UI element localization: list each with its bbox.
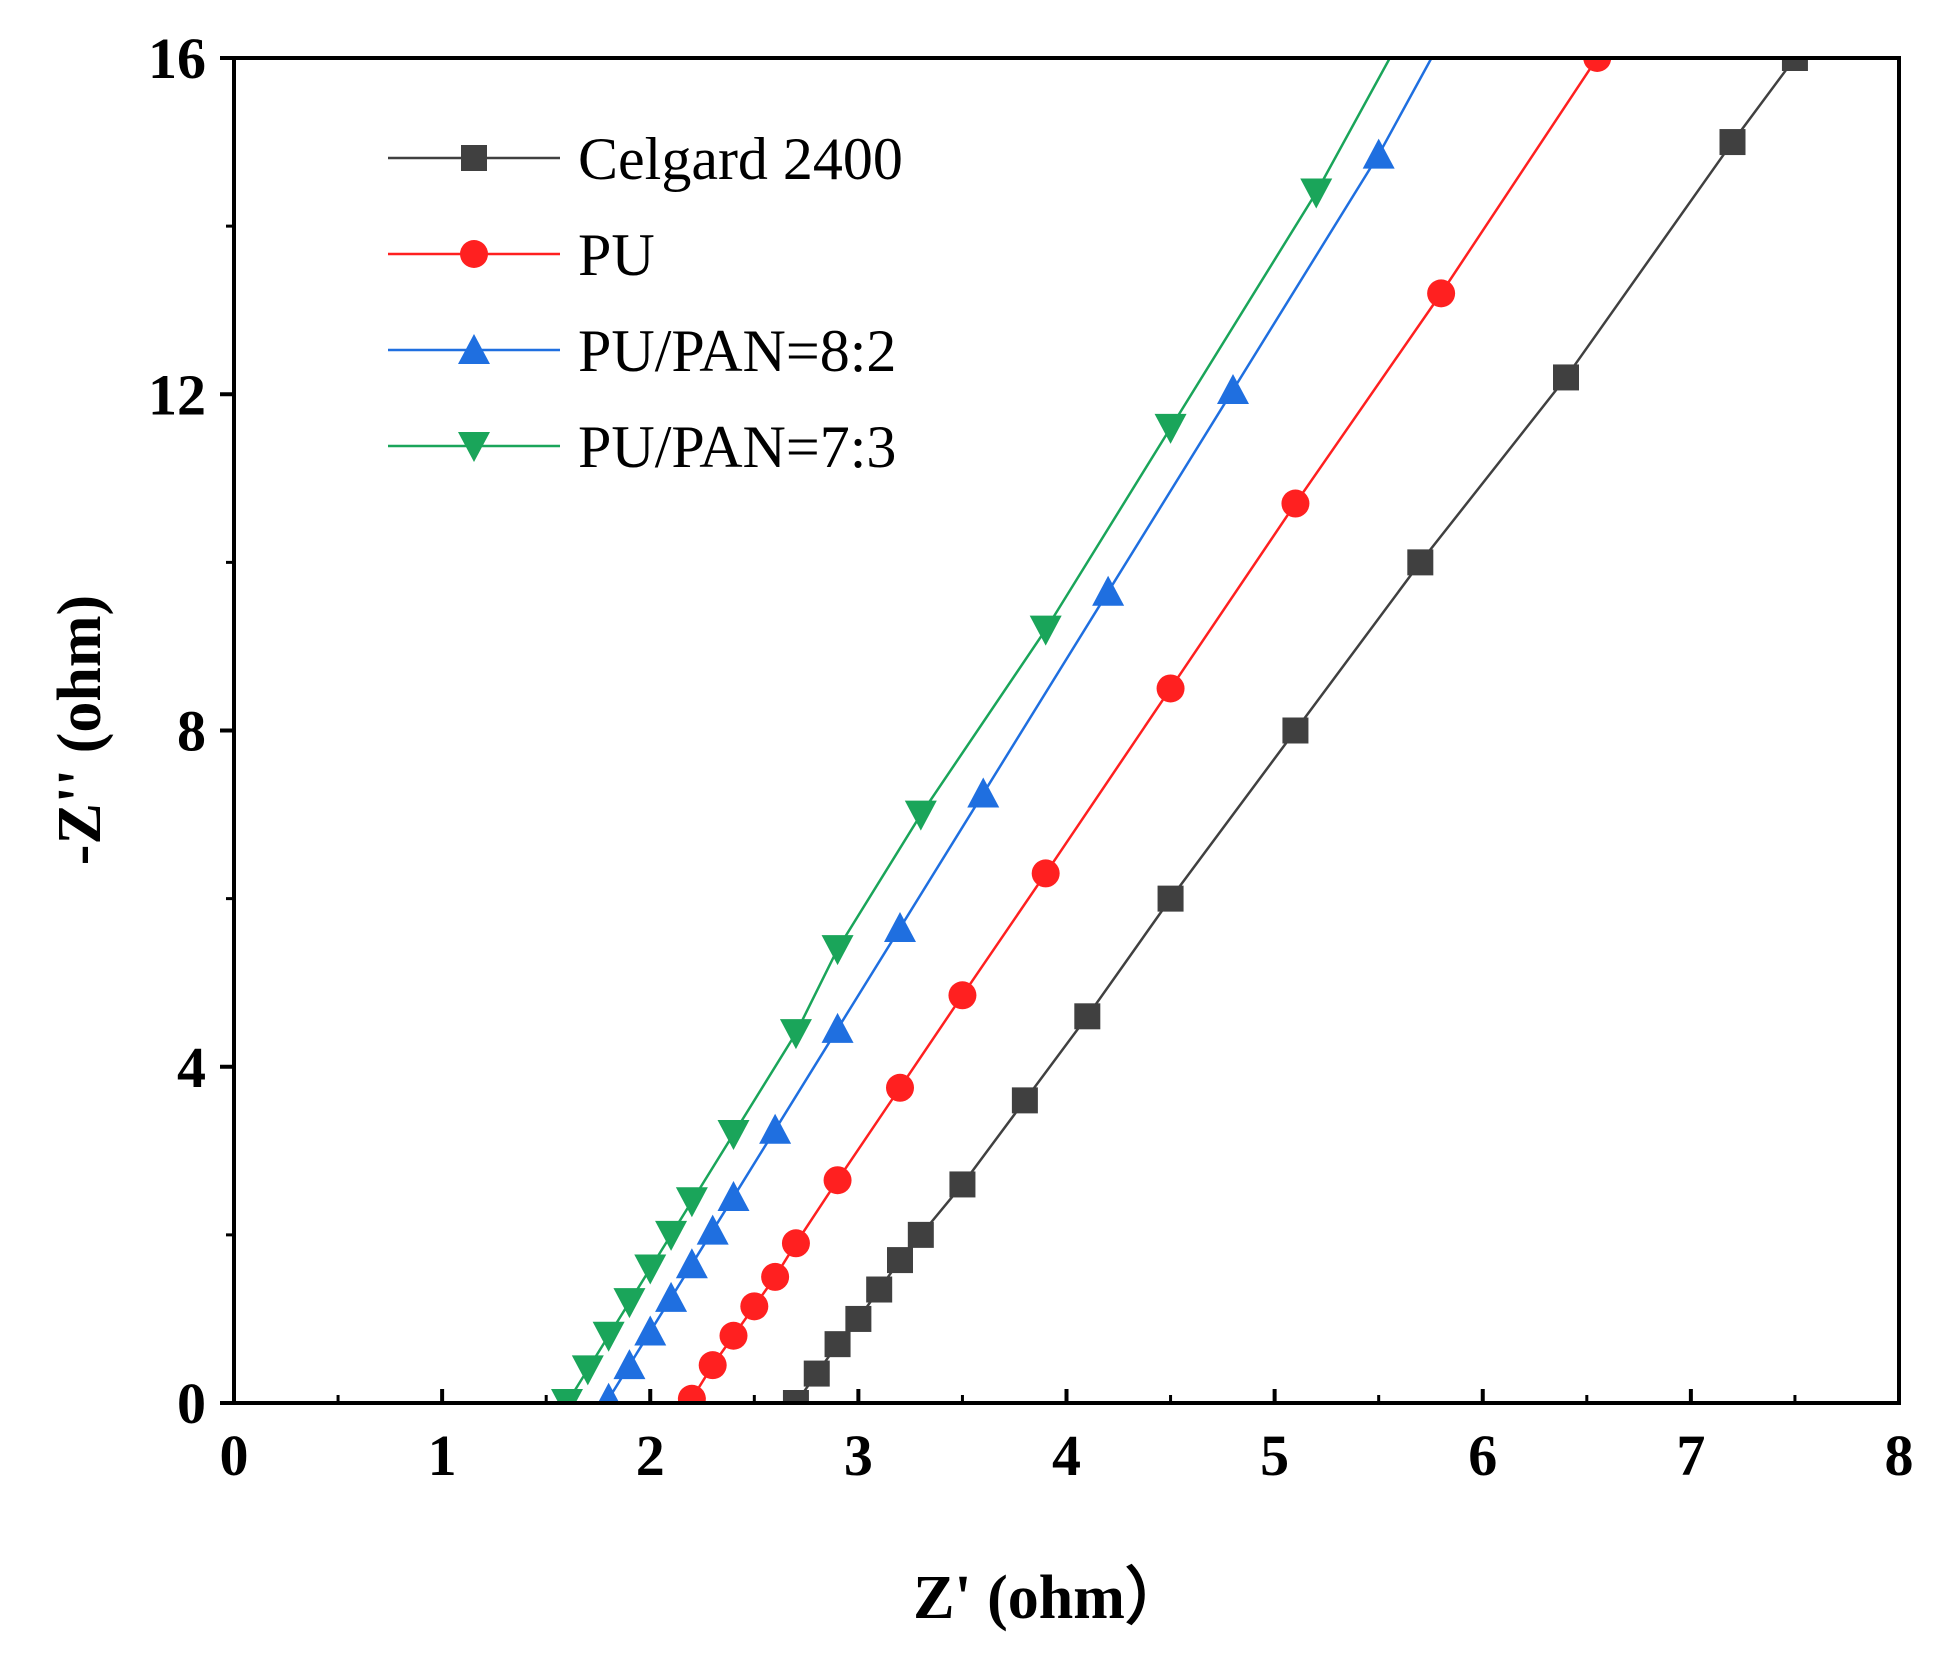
legend-entry: PU (388, 222, 655, 288)
data-point (907, 1221, 934, 1248)
data-point (613, 1349, 646, 1380)
data-point (717, 1120, 750, 1150)
series-layer (551, 58, 1808, 1403)
data-point (1282, 717, 1309, 744)
data-point (1553, 364, 1579, 391)
y-tick-label: 0 (177, 1371, 206, 1436)
data-point (904, 800, 937, 831)
series-4 (551, 58, 1392, 1403)
x-tick-label: 5 (1260, 1423, 1289, 1488)
data-point (824, 1331, 851, 1358)
data-point (949, 1171, 976, 1198)
data-point (655, 1281, 688, 1312)
y-tick-label: 8 (177, 699, 206, 764)
legend-label: PU/PAN=7:3 (578, 414, 896, 480)
data-point (761, 1262, 790, 1291)
series-2 (677, 58, 1612, 1403)
x-tick-label: 1 (428, 1423, 457, 1488)
data-point (1719, 129, 1746, 156)
data-point (1092, 575, 1125, 606)
data-point (1031, 859, 1060, 888)
data-point (884, 912, 916, 943)
x-tick-label: 4 (1052, 1423, 1081, 1488)
data-point (571, 1355, 604, 1386)
x-tick-label: 7 (1676, 1423, 1705, 1488)
data-point (1157, 885, 1184, 912)
legend-entry: PU/PAN=8:2 (388, 318, 896, 384)
y-axis-title: -Z'' (ohm) (46, 595, 114, 865)
data-point (1156, 674, 1185, 703)
data-point (1362, 138, 1395, 169)
legend-swatch-marker (458, 334, 490, 364)
data-point (779, 1019, 812, 1050)
x-tick-label: 8 (1885, 1423, 1914, 1488)
data-point (1781, 58, 1808, 71)
data-point (613, 1288, 646, 1319)
data-point (1427, 279, 1456, 308)
legend-entry: PU/PAN=7:3 (388, 414, 896, 480)
data-point (1300, 178, 1333, 209)
y-tick-label: 4 (177, 1035, 206, 1100)
series-line (690, 58, 1599, 1400)
data-point (821, 935, 854, 966)
data-point (551, 1389, 583, 1403)
data-point (782, 1390, 809, 1403)
data-point (1407, 549, 1434, 576)
data-point (677, 1384, 706, 1403)
data-point (719, 1321, 748, 1350)
legend-swatch-marker (461, 145, 487, 171)
legend-entry: Celgard 2400 (388, 126, 903, 192)
data-point (675, 1248, 708, 1279)
legend: Celgard 2400 PU PU/PAN=8:2 PU/PAN=7:3 (388, 126, 903, 480)
y-tick-label: 12 (148, 362, 206, 427)
series-1 (782, 58, 1808, 1403)
data-point (1281, 489, 1310, 518)
data-point (1011, 1087, 1038, 1114)
data-point (655, 1220, 688, 1251)
data-point (1154, 413, 1187, 444)
data-point (592, 1321, 625, 1352)
data-point (1074, 1003, 1101, 1030)
data-point (1583, 58, 1612, 72)
data-point (696, 1214, 729, 1245)
data-point (845, 1305, 872, 1332)
data-point (866, 1276, 893, 1303)
data-point (948, 981, 977, 1010)
data-point (634, 1254, 667, 1285)
data-point (675, 1187, 708, 1218)
legend-swatch-marker (460, 240, 488, 268)
data-point (803, 1360, 830, 1387)
data-point (740, 1292, 769, 1321)
data-point (698, 1351, 727, 1380)
x-tick-label: 3 (844, 1423, 873, 1488)
data-point (1217, 374, 1249, 405)
data-point (967, 777, 1000, 808)
data-point (759, 1113, 792, 1144)
x-tick-label: 0 (220, 1423, 249, 1488)
data-point (597, 1382, 620, 1403)
data-point (821, 1012, 854, 1043)
data-point (1029, 615, 1062, 646)
data-point (823, 1166, 852, 1195)
x-tick-label: 2 (636, 1423, 665, 1488)
legend-label: Celgard 2400 (578, 126, 903, 192)
data-point (886, 1073, 914, 1102)
y-tick-label: 16 (148, 26, 206, 91)
legend-label: PU/PAN=8:2 (578, 318, 896, 384)
series-3 (597, 58, 1433, 1403)
x-axis-title: Z' (ohm） (913, 1562, 1187, 1632)
data-point (634, 1315, 667, 1346)
legend-label: PU (578, 222, 655, 288)
data-point (887, 1247, 913, 1274)
x-tick-label: 6 (1468, 1423, 1497, 1488)
legend-swatch-marker (458, 432, 490, 462)
data-point (717, 1181, 750, 1212)
data-point (781, 1229, 810, 1258)
